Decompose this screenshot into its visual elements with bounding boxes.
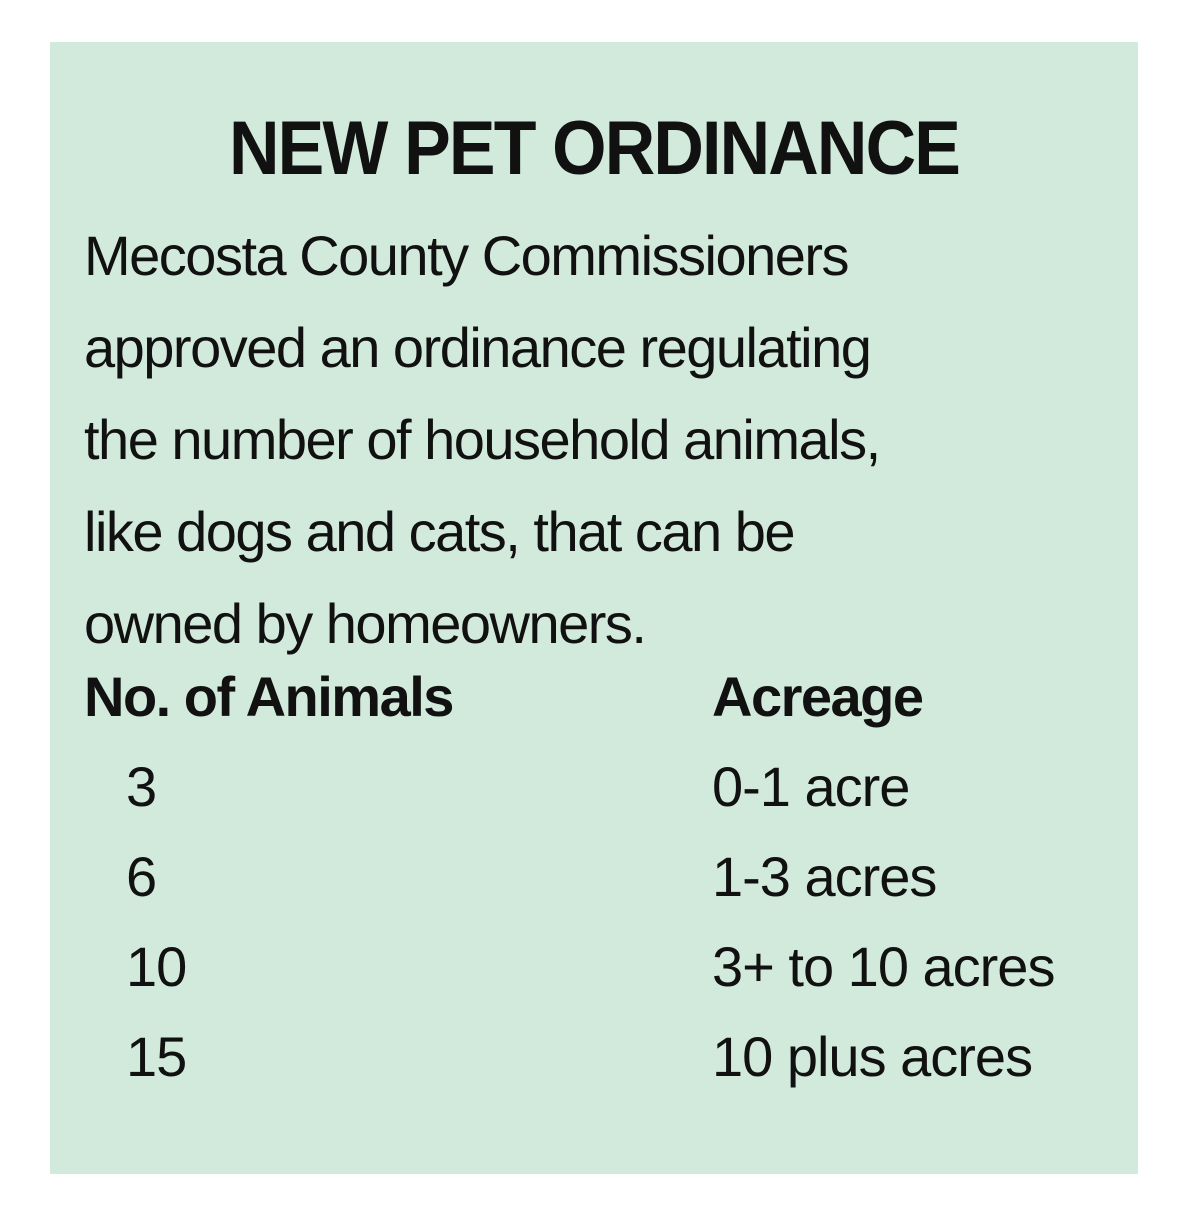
header-acreage: Acreage — [712, 665, 924, 728]
acreage-cell: 1-3 acres — [712, 845, 937, 908]
description-line: like dogs and cats, that can be — [84, 500, 796, 563]
animals-acreage-table: No. of Animals Acreage 3 0-1 acre 6 1-3 … — [84, 652, 1124, 1102]
page-title: NEW PET ORDINANCE — [228, 106, 961, 191]
header-number-of-animals: No. of Animals — [84, 665, 454, 728]
table-row: 15 10 plus acres — [84, 1012, 1124, 1102]
table-header-row: No. of Animals Acreage — [84, 652, 1124, 742]
acreage-cell: 10 plus acres — [712, 1025, 1033, 1088]
description-line: Mecosta County Commissioners — [84, 224, 850, 287]
description-line: approved an ordinance regulating — [84, 316, 872, 379]
acreage-cell: 0-1 acre — [712, 755, 910, 818]
description-line: the number of household animals, — [84, 408, 881, 471]
table-row: 3 0-1 acre — [84, 742, 1124, 832]
animal-count-cell: 15 — [126, 1025, 187, 1088]
description: Mecosta County Commissioners approved an… — [84, 210, 1104, 670]
animal-count-cell: 3 — [126, 755, 157, 818]
ordinance-info-box: NEW PET ORDINANCE Mecosta County Commiss… — [50, 42, 1138, 1174]
table-row: 6 1-3 acres — [84, 832, 1124, 922]
table-row: 10 3+ to 10 acres — [84, 922, 1124, 1012]
animal-count-cell: 10 — [126, 935, 187, 998]
acreage-cell: 3+ to 10 acres — [712, 935, 1055, 998]
animal-count-cell: 6 — [126, 845, 157, 908]
description-line: owned by homeowners. — [84, 592, 647, 655]
